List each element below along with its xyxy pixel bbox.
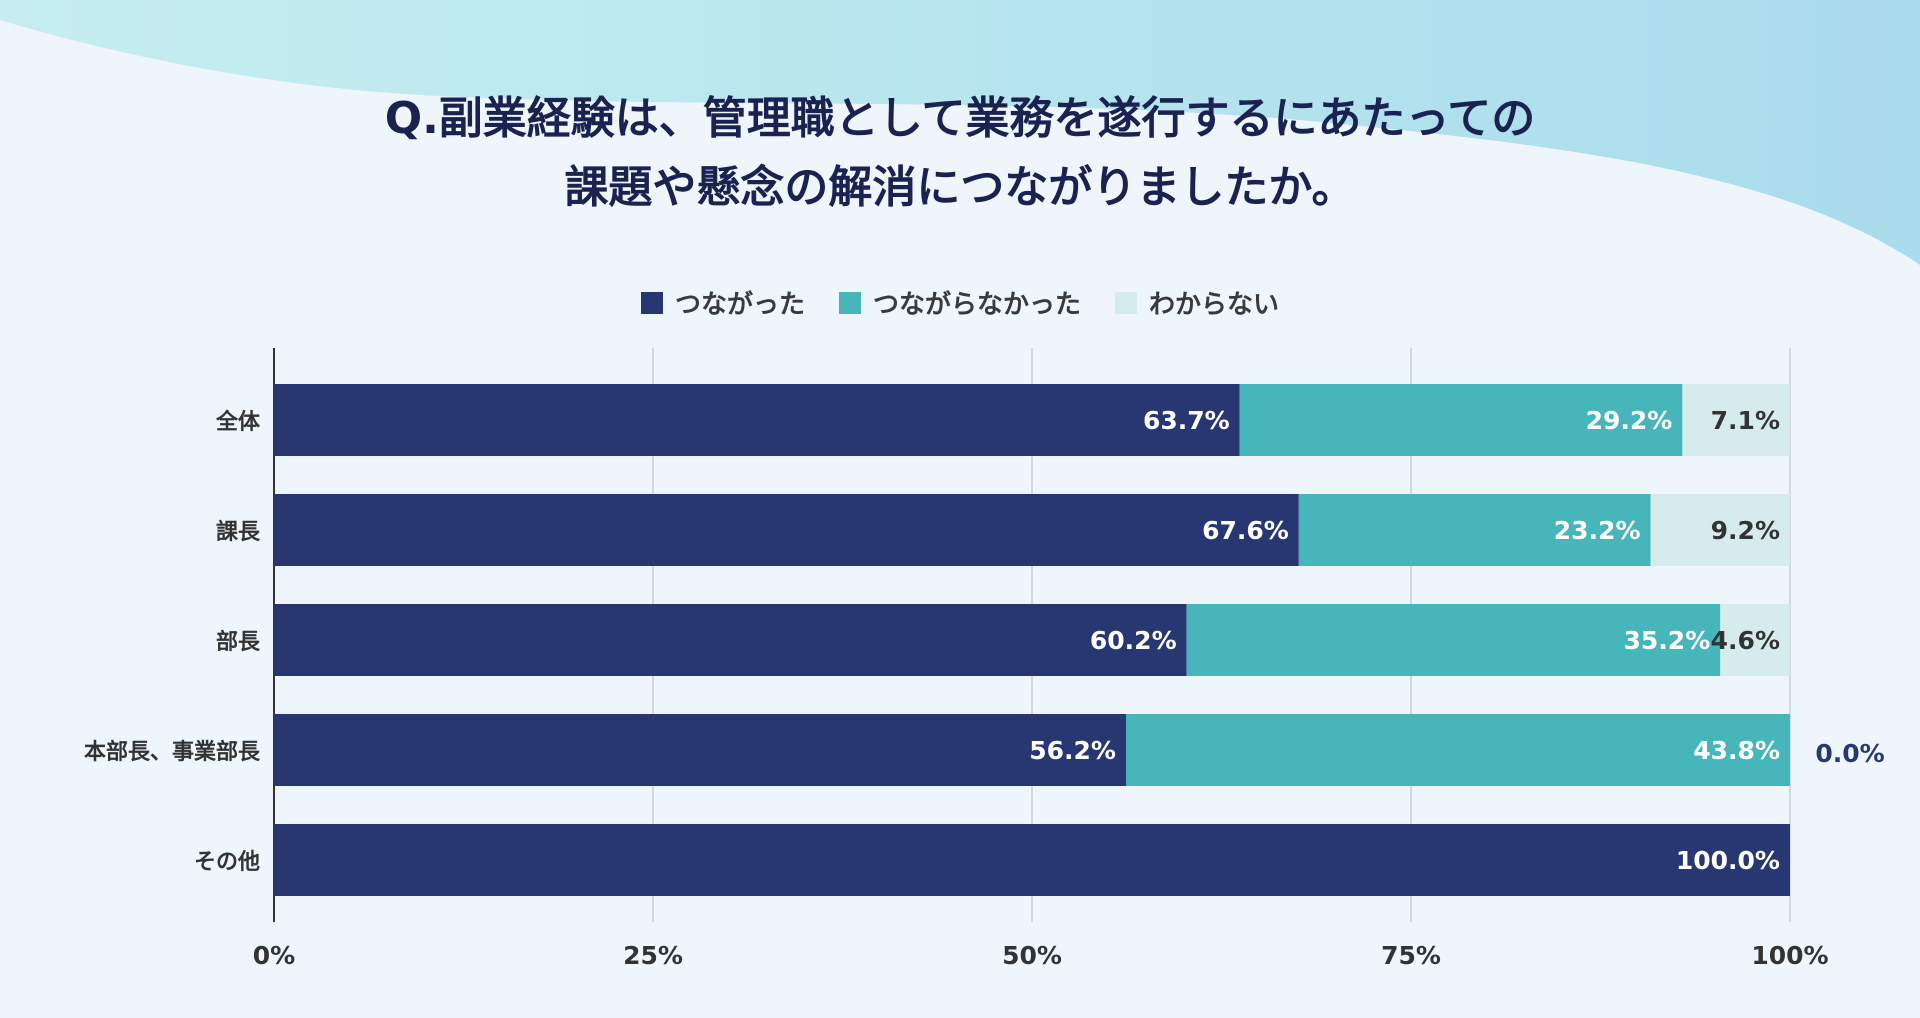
category-label-0: 全体 [215, 409, 261, 435]
data-label-s1-0: 63.7% [1143, 406, 1230, 435]
category-label-1: 課長 [216, 519, 261, 545]
legend: つながった つながらなかった わからない [0, 284, 1920, 321]
bar-s1-0 [274, 384, 1240, 456]
x-tick-label-1: 25% [623, 941, 683, 970]
category-label-3: 本部長、事業部長 [84, 739, 261, 765]
data-label-s2-2: 35.2% [1624, 626, 1711, 655]
x-tick-label-0: 0% [253, 941, 295, 970]
data-label-s2-0: 29.2% [1586, 406, 1673, 435]
legend-item-not-connected: つながらなかった [838, 284, 1081, 321]
bar-s1-3 [274, 714, 1126, 786]
data-label-s2-1: 23.2% [1554, 516, 1641, 545]
legend-swatch-unknown [1115, 291, 1137, 314]
legend-label-connected: つながった [674, 290, 805, 320]
x-tick-label-3: 75% [1381, 941, 1441, 970]
legend-item-unknown: わからない [1115, 284, 1279, 321]
bar-s2-3 [1125, 714, 1790, 786]
bar-s1-4 [274, 824, 1790, 896]
data-label-s1-1: 67.6% [1202, 516, 1289, 545]
bar-s2-2 [1186, 604, 1721, 676]
data-label-s3-2: 4.6% [1711, 626, 1780, 655]
legend-label-unknown: わからない [1149, 290, 1280, 320]
chart-title-line1: Q.副業経験は、管理職として業務を遂行するにあたっての [384, 93, 1536, 144]
legend-swatch-not-connected [838, 291, 861, 314]
chart-title-line2: 課題や懸念の解消につながりましたか。 [564, 162, 1356, 213]
data-label-s2-3: 43.8% [1693, 736, 1780, 765]
x-tick-label-4: 100% [1751, 941, 1828, 970]
data-label-s1-3: 56.2% [1029, 736, 1116, 765]
bar-s2-1 [1298, 494, 1651, 566]
bar-s2-0 [1239, 384, 1683, 456]
bar-s3-1 [1650, 494, 1790, 566]
category-label-4: その他 [194, 850, 260, 875]
data-label-s1-4: 100.0% [1676, 846, 1780, 875]
bar-s3-0 [1682, 384, 1790, 456]
bar-s1-1 [274, 494, 1299, 566]
data-label-s3-1: 9.2% [1711, 516, 1780, 545]
data-label-s1-2: 60.2% [1090, 626, 1177, 655]
bar-s1-2 [274, 604, 1187, 676]
bar-s3-2 [1720, 604, 1790, 676]
data-label-s3-3: 0.0% [1815, 739, 1884, 768]
data-label-s3-0: 7.1% [1711, 406, 1780, 435]
category-label-2: 部長 [216, 629, 261, 655]
legend-item-connected: つながった [640, 284, 805, 321]
legend-swatch-connected [640, 291, 663, 314]
legend-label-not-connected: つながらなかった [872, 290, 1081, 320]
x-tick-label-2: 50% [1002, 941, 1062, 970]
